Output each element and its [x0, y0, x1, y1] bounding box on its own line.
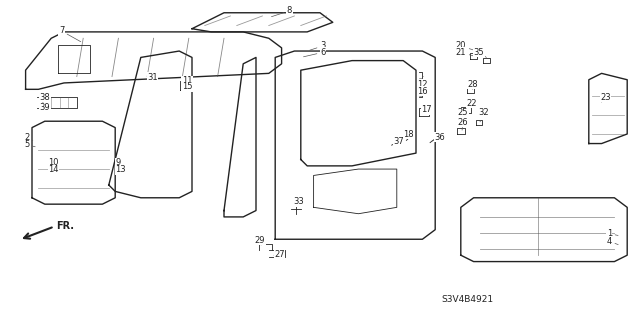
Text: 17: 17 — [421, 105, 432, 114]
Text: 10: 10 — [48, 158, 58, 167]
Text: 4: 4 — [607, 237, 618, 246]
Text: 22: 22 — [466, 99, 476, 109]
Text: 28: 28 — [467, 80, 478, 89]
Text: 25: 25 — [458, 108, 468, 122]
Text: 5: 5 — [24, 140, 35, 149]
Text: 18: 18 — [403, 130, 414, 138]
Text: FR.: FR. — [56, 221, 74, 231]
Text: 6: 6 — [303, 48, 325, 57]
Text: 33: 33 — [293, 197, 304, 206]
Text: 31: 31 — [147, 73, 158, 82]
Text: 39: 39 — [40, 103, 51, 112]
Text: 29: 29 — [255, 236, 265, 245]
Text: 9: 9 — [115, 158, 120, 167]
Text: 15: 15 — [182, 82, 192, 91]
Text: 20: 20 — [456, 41, 476, 51]
Text: 1: 1 — [607, 229, 618, 238]
Text: 8: 8 — [271, 6, 292, 17]
Text: 11: 11 — [182, 76, 192, 85]
Text: 7: 7 — [59, 26, 81, 42]
Text: 13: 13 — [115, 165, 126, 174]
Text: 3: 3 — [310, 41, 325, 50]
Text: 36: 36 — [432, 133, 445, 142]
Text: S3V4B4921: S3V4B4921 — [441, 295, 493, 304]
Text: 32: 32 — [479, 108, 490, 122]
Text: 38: 38 — [40, 93, 51, 102]
Text: 27: 27 — [274, 250, 285, 259]
Text: 37: 37 — [394, 137, 404, 146]
Text: 35: 35 — [474, 48, 486, 57]
Text: 16: 16 — [417, 87, 428, 96]
Text: 21: 21 — [456, 48, 476, 57]
Text: 2: 2 — [24, 133, 33, 142]
Text: 14: 14 — [48, 165, 58, 174]
Text: 12: 12 — [417, 77, 428, 89]
Text: 26: 26 — [458, 118, 468, 130]
Text: 23: 23 — [600, 93, 611, 102]
